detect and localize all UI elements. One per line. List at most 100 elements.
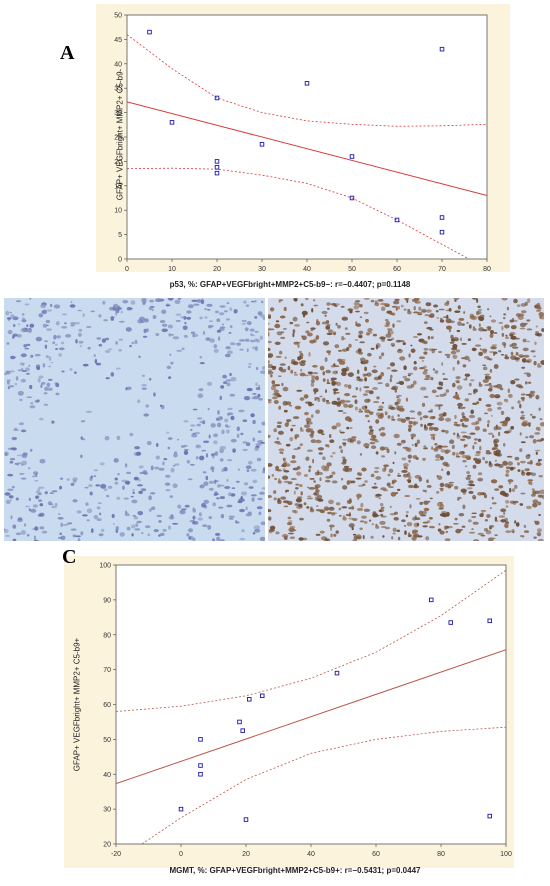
micrograph-right-cell <box>406 522 413 527</box>
micrograph-right-cell <box>362 373 366 377</box>
micrograph-right-cell <box>274 341 281 345</box>
micrograph-right-cell <box>356 507 364 511</box>
micrograph-left-cell <box>206 309 211 311</box>
micrograph-right-cell <box>363 520 368 524</box>
micrograph-left-cell <box>77 309 82 312</box>
micrograph-right-cell <box>435 454 441 459</box>
micrograph-left-cell <box>217 410 220 415</box>
micrograph-right-cell <box>375 493 382 497</box>
micrograph-right-cell <box>278 448 285 452</box>
micrograph-right-cell <box>501 298 508 301</box>
micrograph-right-cell <box>291 359 296 363</box>
micrograph-right-cell <box>472 328 477 331</box>
micrograph-right-cell <box>310 382 315 387</box>
micrograph-right-cell <box>423 340 428 345</box>
micrograph-left-cell <box>168 525 171 530</box>
chart-c-ci-upper <box>116 569 506 712</box>
micrograph-right-cell <box>303 502 307 506</box>
micrograph-left-cell <box>206 303 213 306</box>
micrograph-left-cell <box>222 374 227 379</box>
micrograph-right-cell <box>534 520 540 525</box>
micrograph-right-cell <box>432 416 436 419</box>
micrograph-right-cell <box>319 530 325 534</box>
micrograph-right-cell <box>515 313 521 317</box>
micrograph-right-cell <box>311 375 316 380</box>
micrograph-left-cell <box>61 313 67 316</box>
micrograph-left-cell <box>25 505 30 508</box>
micrograph-left-cell <box>80 531 84 536</box>
micrograph-right-cell <box>512 319 518 322</box>
micrograph-right-cell <box>406 511 409 514</box>
micrograph-right-cell <box>405 466 408 470</box>
micrograph-left-cell <box>80 436 83 440</box>
micrograph-left-cell <box>217 422 222 428</box>
micrograph-right-cell <box>361 515 367 519</box>
micrograph-right-cell <box>494 534 498 537</box>
micrograph-right-cell <box>477 472 483 476</box>
micrograph-left-cell <box>105 377 110 380</box>
micrograph-right-cell <box>521 310 527 314</box>
micrograph-right-cell <box>355 534 362 539</box>
micrograph-right-cell <box>504 324 510 329</box>
micrograph-right-cell <box>385 383 390 387</box>
micrograph-right-cell <box>380 426 385 431</box>
micrograph-right-cell <box>418 510 424 515</box>
micrograph-right-cell <box>451 444 455 449</box>
micrograph-left-cell <box>206 381 213 386</box>
micrograph-right-cell <box>373 365 377 368</box>
micrograph-right-cell <box>316 319 319 324</box>
micrograph-left-cell <box>35 336 43 342</box>
micrograph-left-cell <box>202 524 208 527</box>
chart-a-xtick-label: 50 <box>348 266 356 273</box>
micrograph-left-cell <box>55 502 58 507</box>
micrograph-right-cell <box>268 322 270 325</box>
micrograph-left-cell <box>42 309 47 315</box>
micrograph-right-cell <box>489 526 492 530</box>
micrograph-right-cell <box>309 478 315 480</box>
micrograph-left-cell <box>29 323 35 328</box>
micrograph-right-cell <box>462 435 468 438</box>
micrograph-right-cell <box>485 450 491 453</box>
micrograph-left-cell <box>219 496 226 500</box>
micrograph-right-cell <box>326 302 331 306</box>
micrograph-right-cell <box>500 354 505 356</box>
micrograph-right-cell <box>292 332 295 338</box>
micrograph-left-cell <box>203 481 209 486</box>
micrograph-right-cell <box>298 350 303 354</box>
chart-c-point <box>448 620 454 625</box>
micrograph-right-cell <box>307 495 312 498</box>
micrograph-right-cell <box>382 535 385 538</box>
micrograph-right-cell <box>472 298 478 300</box>
micrograph-left-cell <box>74 371 77 374</box>
micrograph-right-cell <box>384 319 389 322</box>
micrograph-right-cell <box>331 480 338 484</box>
micrograph-left-cell <box>166 303 170 307</box>
micrograph-right-cell <box>482 366 488 371</box>
micrograph-left-cell <box>133 516 138 520</box>
micrograph-right-cell <box>282 475 289 480</box>
micrograph-right-cell <box>347 308 354 312</box>
micrograph-right-cell <box>503 313 507 316</box>
micrograph-left-cell <box>47 501 53 506</box>
micrograph-right-cell <box>508 429 512 433</box>
micrograph-left-cell <box>219 448 225 454</box>
micrograph-left-cell <box>10 314 15 318</box>
micrograph-right-cell <box>285 419 292 422</box>
micrograph-right-cell <box>372 511 377 516</box>
micrograph-left-cell <box>50 303 53 308</box>
micrograph-right-cell <box>403 308 407 311</box>
micrograph-right-cell <box>346 480 350 485</box>
micrograph-left-cell <box>55 321 60 326</box>
micrograph-right-cell <box>420 514 427 517</box>
micrograph-right-cell <box>422 457 426 461</box>
micrograph-right-cell <box>397 472 400 475</box>
micrograph-left-cell <box>159 320 166 323</box>
micrograph-right-cell <box>350 480 356 484</box>
micrograph-right-cell <box>523 524 527 528</box>
micrograph-right-cell <box>288 520 293 522</box>
micrograph-right-cell <box>371 445 377 449</box>
micrograph-right-cell <box>535 309 542 312</box>
micrograph-left-cell <box>226 429 230 434</box>
micrograph-right-cell <box>489 368 493 373</box>
chart-a-ytick-label: 20 <box>114 159 122 166</box>
